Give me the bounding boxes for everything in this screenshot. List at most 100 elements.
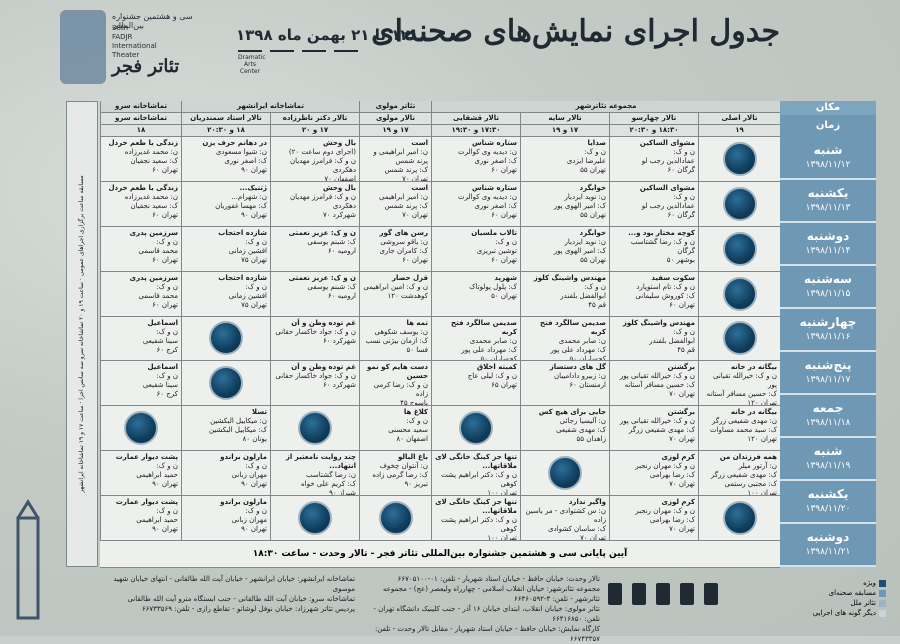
time-slot-header: ۱۸ bbox=[100, 125, 181, 137]
performance-title: زندگی با طعم خردل bbox=[108, 139, 178, 147]
performance-detail: ک: کوروش سلیمانی bbox=[635, 291, 695, 300]
performance-detail: تهران ۱۰۰ bbox=[747, 489, 777, 497]
partner-logo-icon bbox=[334, 50, 358, 75]
performance-detail: شهرکرد ۷۰ bbox=[322, 210, 356, 219]
day-name: دوشنبه bbox=[806, 530, 850, 544]
performance-detail: تهران ۵۵ bbox=[580, 255, 606, 264]
performance-detail: ن و ک: bbox=[156, 237, 178, 246]
performance-detail: کرج ۶۰ bbox=[156, 390, 178, 399]
schedule-grid: مجموعه تئاترشهر تئاتر مولوی تماشاخانه ایرا… bbox=[100, 101, 780, 541]
performance-detail: ک: کریم علی خواه bbox=[301, 480, 356, 489]
performance-cell: گل های دستساز ن: زبیرو دادامییان ارمنستان … bbox=[520, 361, 609, 407]
performance-detail: تهران ۶۰ bbox=[402, 255, 428, 264]
performance-detail: تهران ۹۰ bbox=[241, 480, 267, 489]
performance-detail: حمید ابراهیمی bbox=[136, 516, 178, 525]
performance-cell: تمه ها ن: یوسف شکوهی ک: ازمان بیژنی نسب فسا… bbox=[359, 316, 431, 362]
performance-detail: کوهدشت ۱۲۰ bbox=[387, 291, 428, 300]
performance-cell: کلاغ ها ن و ک: سعید محسنی اصفهان ۸۰ bbox=[359, 406, 431, 452]
hall-header: تالار سایه bbox=[520, 113, 609, 125]
time-slot-header: ۱۷:۳۰ و ۱۹:۳۰ bbox=[431, 125, 520, 137]
performance-title: مشوای الساکین bbox=[639, 139, 695, 147]
performance-title: بال وحش bbox=[322, 183, 356, 192]
performance-detail: ن: یوسف شکوهی bbox=[374, 327, 429, 336]
performance-title: ن و ک: عزیز نعمتی bbox=[288, 228, 356, 237]
performance-detail: تهران ۶۰ bbox=[152, 300, 178, 309]
performance-title: برگشتن bbox=[667, 408, 695, 417]
legend-swatch bbox=[879, 579, 886, 587]
performance-detail: زاهدان ۵۵ bbox=[576, 435, 606, 444]
performance-cell: بیگانه در خانه ن: مهدی شفیعی زرگر ک: سید م… bbox=[698, 406, 780, 452]
performance-title: گل های دستساز bbox=[549, 363, 606, 372]
performance-detail: ن و ک: bbox=[584, 282, 606, 291]
day-date: ۱۳۹۸/۱۱/۱۴ bbox=[805, 246, 851, 256]
performance-detail: تهران ۶۰ bbox=[152, 166, 178, 174]
performance-detail: قم ۴۵ bbox=[588, 300, 606, 309]
performance-cell: غم توده وطن و اَن ن و ک: جواد خاکسار حقان… bbox=[270, 361, 359, 407]
performance-detail: یونان ۸۰ bbox=[242, 435, 267, 444]
performance-detail: ک: شبنم یوسفی bbox=[307, 237, 356, 246]
performance-detail: تهران ۶۰ bbox=[152, 210, 178, 219]
performance-cell: واگیر ندارد ن: س کشتوادی - مر یاسین زاده ک… bbox=[520, 496, 609, 541]
address-line: مجموعه تئاترشهر: خیابان انقلاب اسلامی - … bbox=[382, 585, 600, 603]
performance-cell: صدایا ن و ک: علیرضا ایزدی تهران ۵۵ bbox=[520, 137, 609, 182]
performance-detail: ابوالفضل بلفندر bbox=[649, 336, 695, 345]
performance-title: زندگی با طعم خردل bbox=[108, 183, 178, 192]
performance-title: غم توده وطن و اَن bbox=[291, 363, 356, 372]
empty-slot-icon bbox=[378, 501, 413, 536]
performance-detail: ن: آنتوان چخوف bbox=[379, 462, 428, 471]
performance-detail: عمادالدین رجب لو bbox=[641, 157, 695, 165]
sponsor-logo-icon bbox=[632, 583, 646, 605]
empty-slot-icon bbox=[548, 456, 582, 491]
performance-detail: ارومیه ۶۰ bbox=[327, 246, 356, 255]
performance-title: واگیر ندارد bbox=[568, 498, 606, 507]
performance-detail: ن و ک: bbox=[245, 507, 267, 516]
hall-header: تالار چهارسو bbox=[609, 113, 698, 125]
time-slot-header: ۱۸ و ۲۰:۳۰ bbox=[181, 125, 270, 137]
hall-header: تماشاخانه سرو bbox=[100, 113, 181, 125]
performance-cell: صدیمن سالگرد فتح کربه ن: صابر محمدی ک: مهر… bbox=[431, 316, 520, 362]
performance-detail: گرگان ۶۰ bbox=[667, 166, 695, 174]
performance-detail: ک: کامران جاری bbox=[379, 246, 428, 255]
performance-detail: ک: پرند شمس bbox=[384, 166, 428, 174]
performance-title: سرزمین پدری bbox=[129, 228, 178, 237]
empty-slot bbox=[698, 496, 780, 541]
performance-detail: فسا ۵۰ bbox=[406, 345, 428, 354]
performance-cell: مارلون براندو ن و ک: مهران زبانی تهران ۹۰ bbox=[181, 451, 270, 497]
performance-detail: ن و ک: مهران رنجبر bbox=[635, 462, 695, 471]
performance-detail: شیراز ۹۰ bbox=[329, 489, 356, 497]
day-label: شنبه ۱۳۹۸/۱۱/۱۹ bbox=[780, 438, 876, 481]
performance-detail: ک: مهرداد علی پور bbox=[550, 345, 606, 354]
hall-header: تالار استاد سمندریان bbox=[181, 113, 270, 125]
performance-title: در دهانم حرف بزن bbox=[202, 139, 267, 147]
performance-cell: تنها جز کینگ خانگی لای ملاقاتها... ن و ک:… bbox=[431, 496, 520, 541]
performance-detail: ن و ک: خیرالله تقیانی پور bbox=[619, 417, 695, 426]
performance-title: مارلون براندو bbox=[220, 498, 267, 507]
performance-detail: ن: س کشتوادی - مر یاسین زاده bbox=[525, 507, 606, 525]
performance-cell: ستاره شناس ن: دیدیه وی کوالرت ک: اصغر نوری… bbox=[431, 137, 520, 182]
venue-addresses: تالار وحدت: خیابان حافظ - خیابان استاد ش… bbox=[360, 574, 600, 644]
performance-title: ستاره شناس bbox=[472, 183, 517, 192]
performance-title: سکوت سفید bbox=[651, 273, 695, 282]
day-name: دوشنبه bbox=[806, 229, 850, 243]
performance-detail: ابوالفضل بلفندر bbox=[560, 291, 606, 300]
performance-detail: ک: شبنم یوسفی bbox=[307, 282, 356, 291]
performance-detail: تهران ۶۵ bbox=[491, 381, 517, 390]
performance-title: تسلا bbox=[251, 408, 267, 417]
hall-header: تالار مولوی bbox=[359, 113, 431, 125]
performance-detail: مهران زبانی bbox=[231, 516, 267, 525]
time-slot-header: ۱۷ و ۱۹ bbox=[359, 125, 431, 137]
empty-slot-icon bbox=[722, 321, 757, 356]
performance-cell: جایی برای هیچ کس ن: آلیسیا رجائی ک: مهدی ش… bbox=[520, 406, 609, 452]
address-line: کارگاه نمایش: خیابان حافظ - خیابان استاد… bbox=[374, 625, 600, 643]
performance-detail: ک: پرند شمس bbox=[384, 201, 428, 210]
corner-emblem-icon bbox=[16, 499, 40, 620]
performance-detail: ن: محمد غدیرزاده bbox=[124, 192, 178, 201]
performance-detail: سعید محسنی bbox=[388, 426, 428, 435]
legend-label: دیگر گونه های اجرایی bbox=[812, 609, 876, 617]
day-label: یکشنبه ۱۳۹۸/۱۱/۲۰ bbox=[780, 481, 876, 524]
performance-detail: ارمنستان ۶۰ bbox=[569, 381, 606, 390]
performance-detail: ن: زبیرو دادامییان bbox=[553, 372, 606, 381]
sponsor-logo-icon bbox=[608, 583, 622, 605]
performance-detail: تهران ۶۰ bbox=[152, 255, 178, 264]
performance-cell: شازده احتجاب ن و ک: افشین زمانی تهران ۷۵ bbox=[181, 271, 270, 317]
